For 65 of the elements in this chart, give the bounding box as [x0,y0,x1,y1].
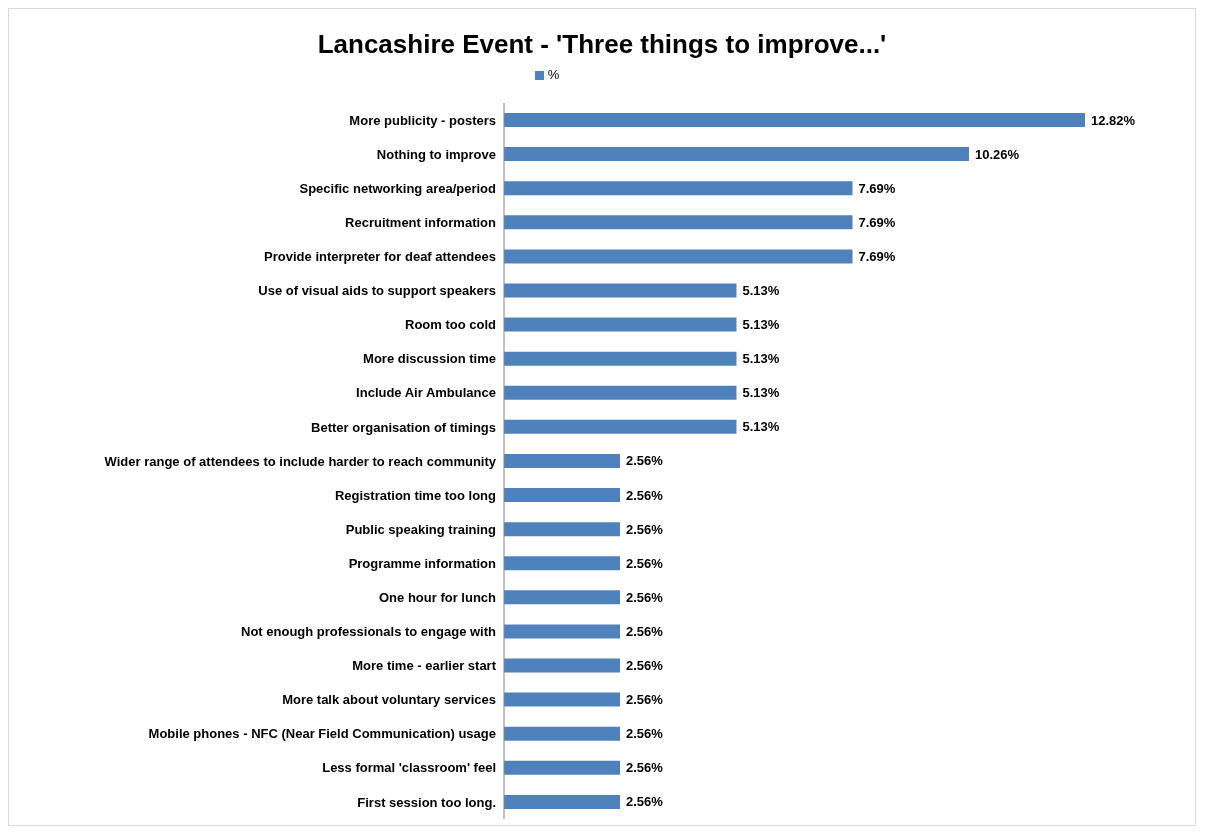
bar [504,317,737,332]
legend-label: % [547,67,560,82]
bar [504,590,621,605]
y-tick-label: Room too cold [405,317,497,333]
data-label: 5.13% [742,351,780,367]
data-label: 5.13% [742,419,780,435]
data-label: 7.69% [858,214,896,230]
bar [504,692,621,707]
bar [504,488,621,503]
data-label: 5.13% [742,385,780,401]
chart-title: Lancashire Event - 'Three things to improve...' [316,29,888,61]
y-tick-label: Less formal 'classroom' feel [322,760,496,776]
y-tick-label: Registration time too long [334,487,497,503]
bar [504,624,621,639]
bar [504,249,853,264]
y-tick-label: Recruitment information [345,214,497,230]
bar [504,147,969,162]
data-label: 2.56% [626,794,664,810]
data-label: 2.56% [626,623,664,639]
y-tick-label: More publicity - posters [349,112,496,128]
data-label: 2.56% [626,453,664,469]
bar [504,113,1085,127]
bar [504,726,621,741]
bar [504,215,853,230]
y-tick-label: Public speaking training [345,521,497,537]
data-label: 7.69% [858,248,896,264]
bar [504,181,853,196]
y-tick-label: More discussion time [363,351,496,367]
y-tick-label: Not enough professionals to engage with [241,624,497,640]
y-tick-label: Mobile phones - NFC (Near Field Communication) usage [148,726,496,742]
bar [504,419,737,434]
bar [504,522,621,537]
bar [504,351,737,366]
bar [504,556,621,571]
y-tick-label: Use of visual aids to support speakers [258,283,496,299]
y-tick-label: Better organisation of timings [311,419,496,435]
y-tick-label: More talk about voluntary services [282,692,496,708]
y-tick-label: Provide interpreter for deaf attendees [264,249,496,265]
data-label: 7.69% [858,180,896,196]
bar [504,283,737,298]
y-tick-label: Wider range of attendees to include harder to reach community [104,453,497,469]
data-label: 2.56% [626,589,664,605]
data-label: 12.82% [1091,112,1136,128]
bar [504,453,621,468]
bar [504,760,621,775]
data-label: 2.56% [626,555,664,571]
data-label: 5.13% [742,317,780,333]
y-tick-label: More time - earlier start [352,658,497,674]
bar [504,794,621,809]
data-label: 2.56% [626,726,664,742]
data-label: 2.56% [626,487,664,503]
bar [504,385,737,400]
y-tick-label: One hour for lunch [379,590,497,605]
data-label: 2.56% [626,760,664,776]
data-label: 5.13% [742,282,780,298]
y-tick-label: First session too long. [357,794,496,810]
y-tick-label: Include Air Ambulance [356,385,496,401]
data-label: 2.56% [626,692,664,708]
data-label: 10.26% [974,146,1020,162]
y-tick-label: Specific networking area/period [299,180,497,196]
y-tick-label: Programme information [348,555,497,571]
bar [504,658,621,673]
data-label: 2.56% [626,658,664,674]
y-tick-label: Nothing to improve [376,146,496,162]
data-label: 2.56% [626,521,664,537]
